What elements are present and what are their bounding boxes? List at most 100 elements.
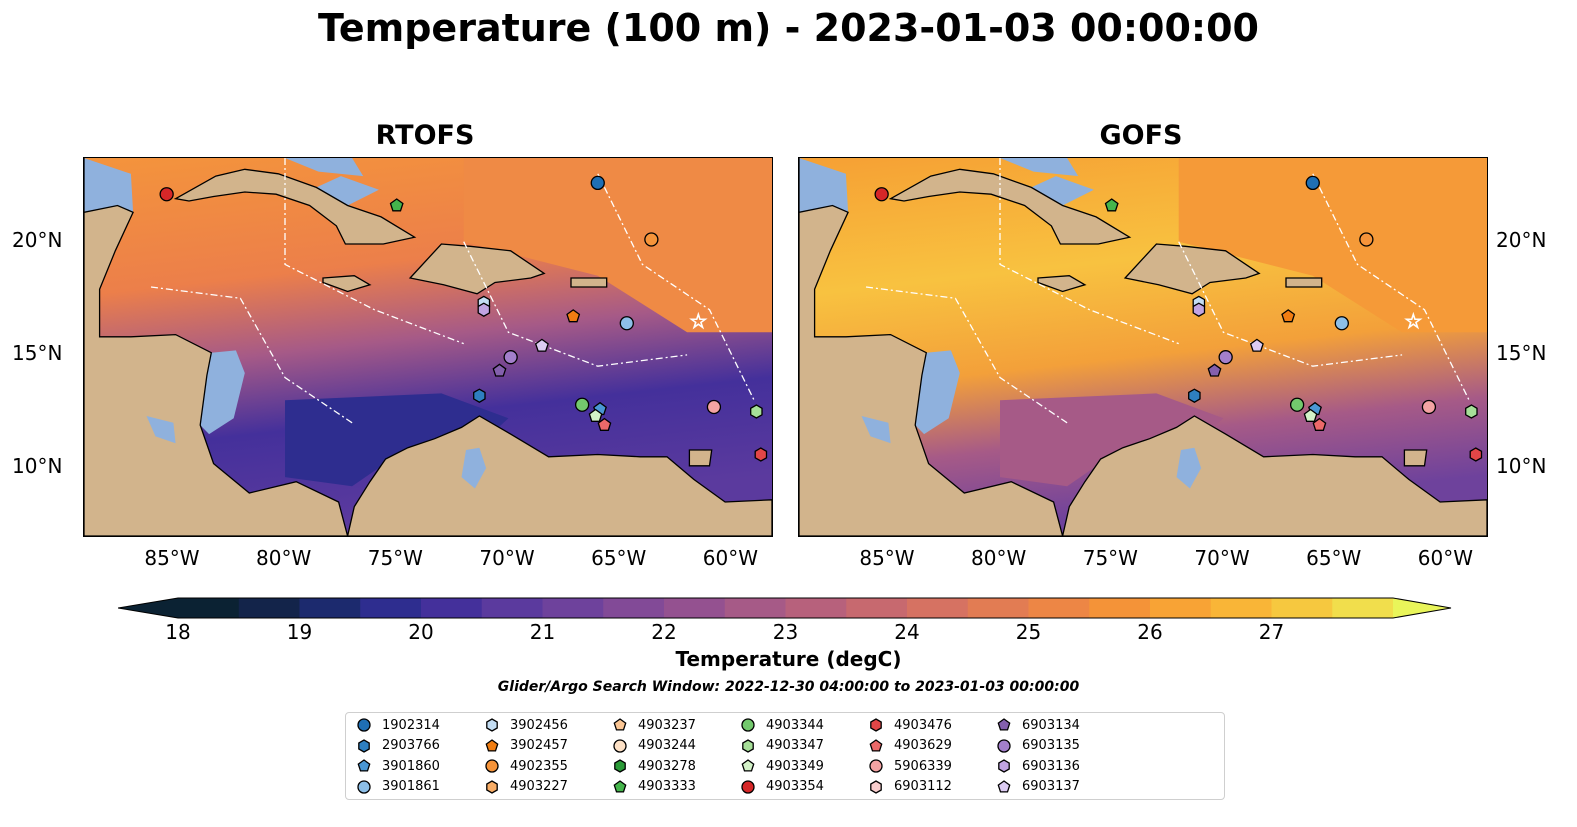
legend-item: 4903244: [612, 736, 696, 756]
boundary-line-2: [865, 286, 1068, 424]
legend-item: 4903333: [612, 777, 696, 797]
colorbar-segment: [967, 598, 1029, 618]
float-marker-6903134[interactable]: [492, 363, 507, 377]
float-marker-4903476[interactable]: [1469, 447, 1483, 462]
float-marker-4903349[interactable]: [1303, 408, 1318, 422]
legend-label: 6903135: [1022, 738, 1080, 753]
panel-title-gofs: GOFS: [1099, 120, 1183, 151]
colorbar-segment: [1210, 598, 1272, 618]
float-marker-4903476[interactable]: [754, 447, 768, 462]
float-marker-3902457[interactable]: [566, 309, 581, 323]
legend-label: 4903344: [766, 717, 824, 733]
legend-marker-pentagon: [613, 718, 627, 731]
land-0: [799, 158, 1064, 536]
atlantic-field: [463, 158, 772, 333]
map-panel-gofs[interactable]: ☆: [798, 157, 1488, 537]
float-marker-3901861[interactable]: [619, 316, 634, 331]
shelf-water-0: [200, 350, 245, 435]
float-marker-2903766[interactable]: [1188, 388, 1201, 403]
legend-item: 4903278: [612, 756, 696, 776]
shelf-water-3: [84, 158, 134, 213]
float-marker-5906339[interactable]: [1421, 399, 1437, 415]
float-marker-1902314[interactable]: [590, 175, 605, 191]
legend-label: 1902314: [382, 717, 440, 733]
colorbar-segment: [1150, 598, 1212, 618]
legend-item: 1902314: [356, 715, 440, 735]
float-marker-4903333[interactable]: [1104, 198, 1119, 212]
float-marker-2903766[interactable]: [473, 388, 486, 403]
legend-item: 5906339: [868, 756, 952, 776]
figure-title: Temperature (100 m) - 2023-01-03 00:00:0…: [317, 6, 1259, 50]
x-tick-label: 60°W: [702, 546, 759, 570]
x-tick-label: 65°W: [591, 546, 647, 570]
colorbar-segment: [1271, 598, 1333, 618]
float-marker-4903629[interactable]: [1312, 417, 1327, 431]
legend-label: 4902355: [510, 758, 568, 774]
float-marker-6903134[interactable]: [1207, 363, 1222, 377]
float-marker-6903135[interactable]: [503, 350, 518, 365]
float-marker-5906339[interactable]: [706, 399, 722, 415]
legend-label: 3901860: [382, 758, 440, 774]
land-0: [84, 158, 349, 536]
colorbar-label: Temperature (degC): [675, 647, 902, 671]
legend-item: 6903134: [996, 715, 1080, 735]
float-marker-4903344[interactable]: [1289, 397, 1305, 412]
legend-marker-hexagon: [614, 759, 626, 773]
legend-label: 6903134: [1022, 717, 1080, 733]
legend-label: 4903629: [894, 738, 952, 753]
float-marker-4902355[interactable]: [1359, 232, 1374, 247]
float-marker-6903137[interactable]: [1249, 338, 1264, 352]
float-marker-4903333[interactable]: [389, 198, 404, 212]
x-tick-label: 70°W: [479, 546, 535, 570]
float-marker-6903135[interactable]: [1218, 350, 1233, 365]
legend-label: 4903476: [894, 717, 952, 733]
float-marker-4903354[interactable]: [159, 187, 174, 202]
legend-label: 3902457: [510, 738, 568, 753]
star-marker: ☆: [1404, 309, 1422, 333]
legend-marker-hexagon: [486, 779, 498, 794]
land-5: [570, 277, 608, 288]
map-panel-rtofs[interactable]: ☆: [83, 157, 773, 537]
float-marker-6903136[interactable]: [1192, 302, 1206, 317]
x-tick-label: 65°W: [1306, 546, 1362, 570]
boundary-line-1: [463, 241, 688, 367]
legend-marker-pentagon: [869, 738, 883, 752]
float-marker-4903629[interactable]: [597, 417, 612, 431]
float-marker-4903349[interactable]: [588, 408, 603, 422]
float-marker-4902355[interactable]: [644, 232, 659, 247]
legend-item: 2903766: [356, 736, 440, 756]
legend-marker-pentagon: [997, 779, 1011, 793]
colorbar-segment: [724, 598, 786, 618]
x-tick-label: 85°W: [859, 546, 915, 570]
float-marker-3902457[interactable]: [1281, 309, 1296, 323]
colorbar-tick-label: 21: [529, 620, 556, 644]
colorbar: [117, 594, 1453, 622]
float-marker-6903137[interactable]: [534, 338, 549, 352]
legend-marker-pentagon: [613, 779, 627, 793]
colorbar-segment: [299, 598, 361, 618]
shelf-water-0: [915, 350, 960, 435]
legend-marker-hexagon: [870, 718, 882, 732]
legend-marker-circle: [741, 718, 755, 732]
float-marker-6903136[interactable]: [477, 302, 491, 317]
float-marker-4903347[interactable]: [1465, 404, 1478, 419]
legend-marker-circle: [357, 718, 371, 732]
colorbar-segment: [1332, 598, 1394, 618]
float-marker-4903347[interactable]: [750, 404, 763, 419]
y-tick-label: 10°N: [12, 454, 63, 479]
float-legend: 1902314 2903766 3901860 3901861 3902456 39024…: [345, 712, 1225, 800]
boundary-line-3: [597, 173, 755, 401]
legend-item: 4903237: [612, 715, 696, 735]
float-marker-4903344[interactable]: [574, 397, 590, 412]
float-marker-4903354[interactable]: [874, 187, 889, 202]
colorbar-segment: [481, 598, 543, 618]
colorbar-extend-min: [118, 598, 178, 618]
legend-item: 3902457: [484, 736, 568, 756]
float-marker-3901861[interactable]: [1334, 316, 1349, 331]
float-marker-1902314[interactable]: [1305, 175, 1320, 191]
land-2: [888, 168, 1132, 245]
colorbar-tick-label: 20: [408, 620, 434, 644]
colorbar-tick-label: 22: [651, 620, 677, 644]
colorbar-segment: [238, 598, 300, 618]
legend-item: 4903349: [740, 756, 824, 776]
